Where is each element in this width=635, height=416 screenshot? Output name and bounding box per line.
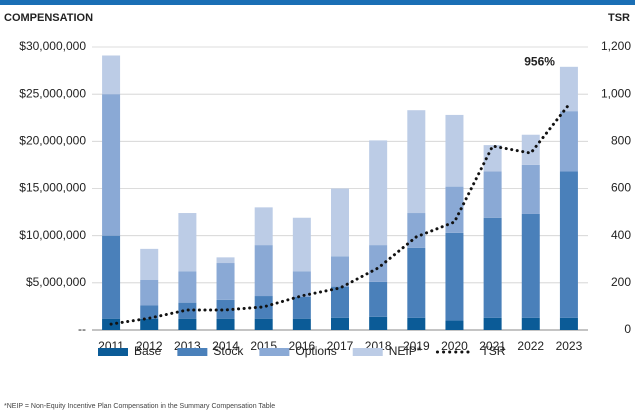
bar-segment (483, 145, 502, 172)
x-tick-label: 2019 (403, 339, 430, 353)
x-tick-label: 2023 (556, 339, 583, 353)
bar-segment (216, 318, 235, 330)
bar-segment (483, 171, 502, 218)
y2-tick-label: 400 (611, 228, 631, 242)
x-tick-label: 2017 (327, 339, 354, 353)
x-tick-label: 2020 (441, 339, 468, 353)
y-tick-label: $25,000,000 (19, 86, 86, 100)
top-band (0, 0, 635, 5)
bar-segment (216, 257, 235, 264)
y-tick-label: $20,000,000 (19, 134, 86, 148)
bar-segment (178, 271, 197, 303)
y-tick-label: $15,000,000 (19, 181, 86, 195)
y2-axis-title: TSR (608, 12, 630, 24)
y2-tick-label: 200 (611, 275, 631, 289)
bar-segment (445, 186, 464, 233)
bar-segment (407, 317, 426, 330)
bar-segment (521, 317, 540, 330)
y2-tick-label: 1,000 (601, 86, 631, 100)
bar-segment (331, 188, 349, 257)
legend-swatch (259, 348, 290, 356)
bar-segment (254, 245, 273, 297)
bar-segment (140, 248, 159, 281)
x-tick-label: 2012 (136, 339, 163, 353)
y2-tick-label: 1,200 (601, 39, 631, 53)
bar-segment (483, 217, 502, 318)
bar-segment (216, 263, 235, 300)
legend-swatch (177, 348, 208, 356)
bar-segment (178, 213, 197, 272)
bar-segment (331, 317, 349, 330)
bar-segment (559, 317, 578, 330)
bar-segment (559, 66, 578, 112)
bar-segment (292, 217, 311, 272)
bar-segment (521, 134, 540, 165)
legend-label: Options (295, 344, 336, 358)
bar-segment (292, 271, 311, 297)
bar-segment (254, 207, 273, 246)
bar-segment (140, 305, 159, 319)
bar-segment (559, 111, 578, 172)
tsr-line (109, 103, 571, 326)
bar-segment (369, 281, 388, 317)
y2-tick-label: 800 (611, 134, 631, 148)
y-tick-label: $30,000,000 (19, 39, 86, 53)
x-tick-label: 2014 (212, 339, 239, 353)
annotation: 956% (524, 55, 555, 69)
bar-segment (445, 320, 464, 330)
bar-segment (216, 299, 235, 319)
bar-segment (102, 94, 121, 236)
y2-tick-label: 0 (624, 322, 631, 336)
bar-segment (254, 318, 273, 330)
bar-segment (407, 247, 426, 318)
bar-segment (178, 318, 197, 330)
bar-segment (407, 110, 426, 214)
y-axis-title: COMPENSATION (4, 12, 93, 24)
bar-segment (445, 232, 464, 321)
bar-segment (331, 256, 349, 287)
x-tick-label: 2022 (517, 339, 544, 353)
bar-segment (369, 316, 388, 330)
bar-segment (521, 213, 540, 318)
y-tick-label: $10,000,000 (19, 228, 86, 242)
bar-segment (369, 140, 388, 246)
bar-segment (292, 296, 311, 319)
bar-segment (140, 318, 159, 330)
legend-label: Base (134, 344, 162, 358)
bar-segment (254, 296, 273, 319)
x-tick-label: 2021 (479, 339, 506, 353)
x-tick-label: 2016 (288, 339, 315, 353)
bar-segment (292, 318, 311, 330)
legend-label: TSR (481, 344, 505, 358)
legend-label: Stock (213, 344, 244, 358)
bar-segment (140, 280, 159, 306)
legend-label: NEIP* (389, 344, 422, 358)
y2-tick-label: 600 (611, 181, 631, 195)
bar-segment (369, 245, 388, 282)
bar-segment (559, 171, 578, 318)
bar-segment (483, 317, 502, 330)
bar-segment (102, 235, 121, 319)
y-tick-label: $5,000,000 (26, 275, 86, 289)
y-tick-label: -- (78, 322, 86, 336)
legend-swatch (352, 348, 383, 356)
bar-segment (445, 114, 464, 187)
bar-segment (521, 164, 540, 214)
footnote: *NEIP = Non-Equity Incentive Plan Compen… (4, 403, 275, 410)
bar-segment (331, 286, 349, 318)
bar-segment (102, 55, 121, 95)
legend-swatch (98, 348, 128, 356)
bar-segment (407, 213, 426, 248)
